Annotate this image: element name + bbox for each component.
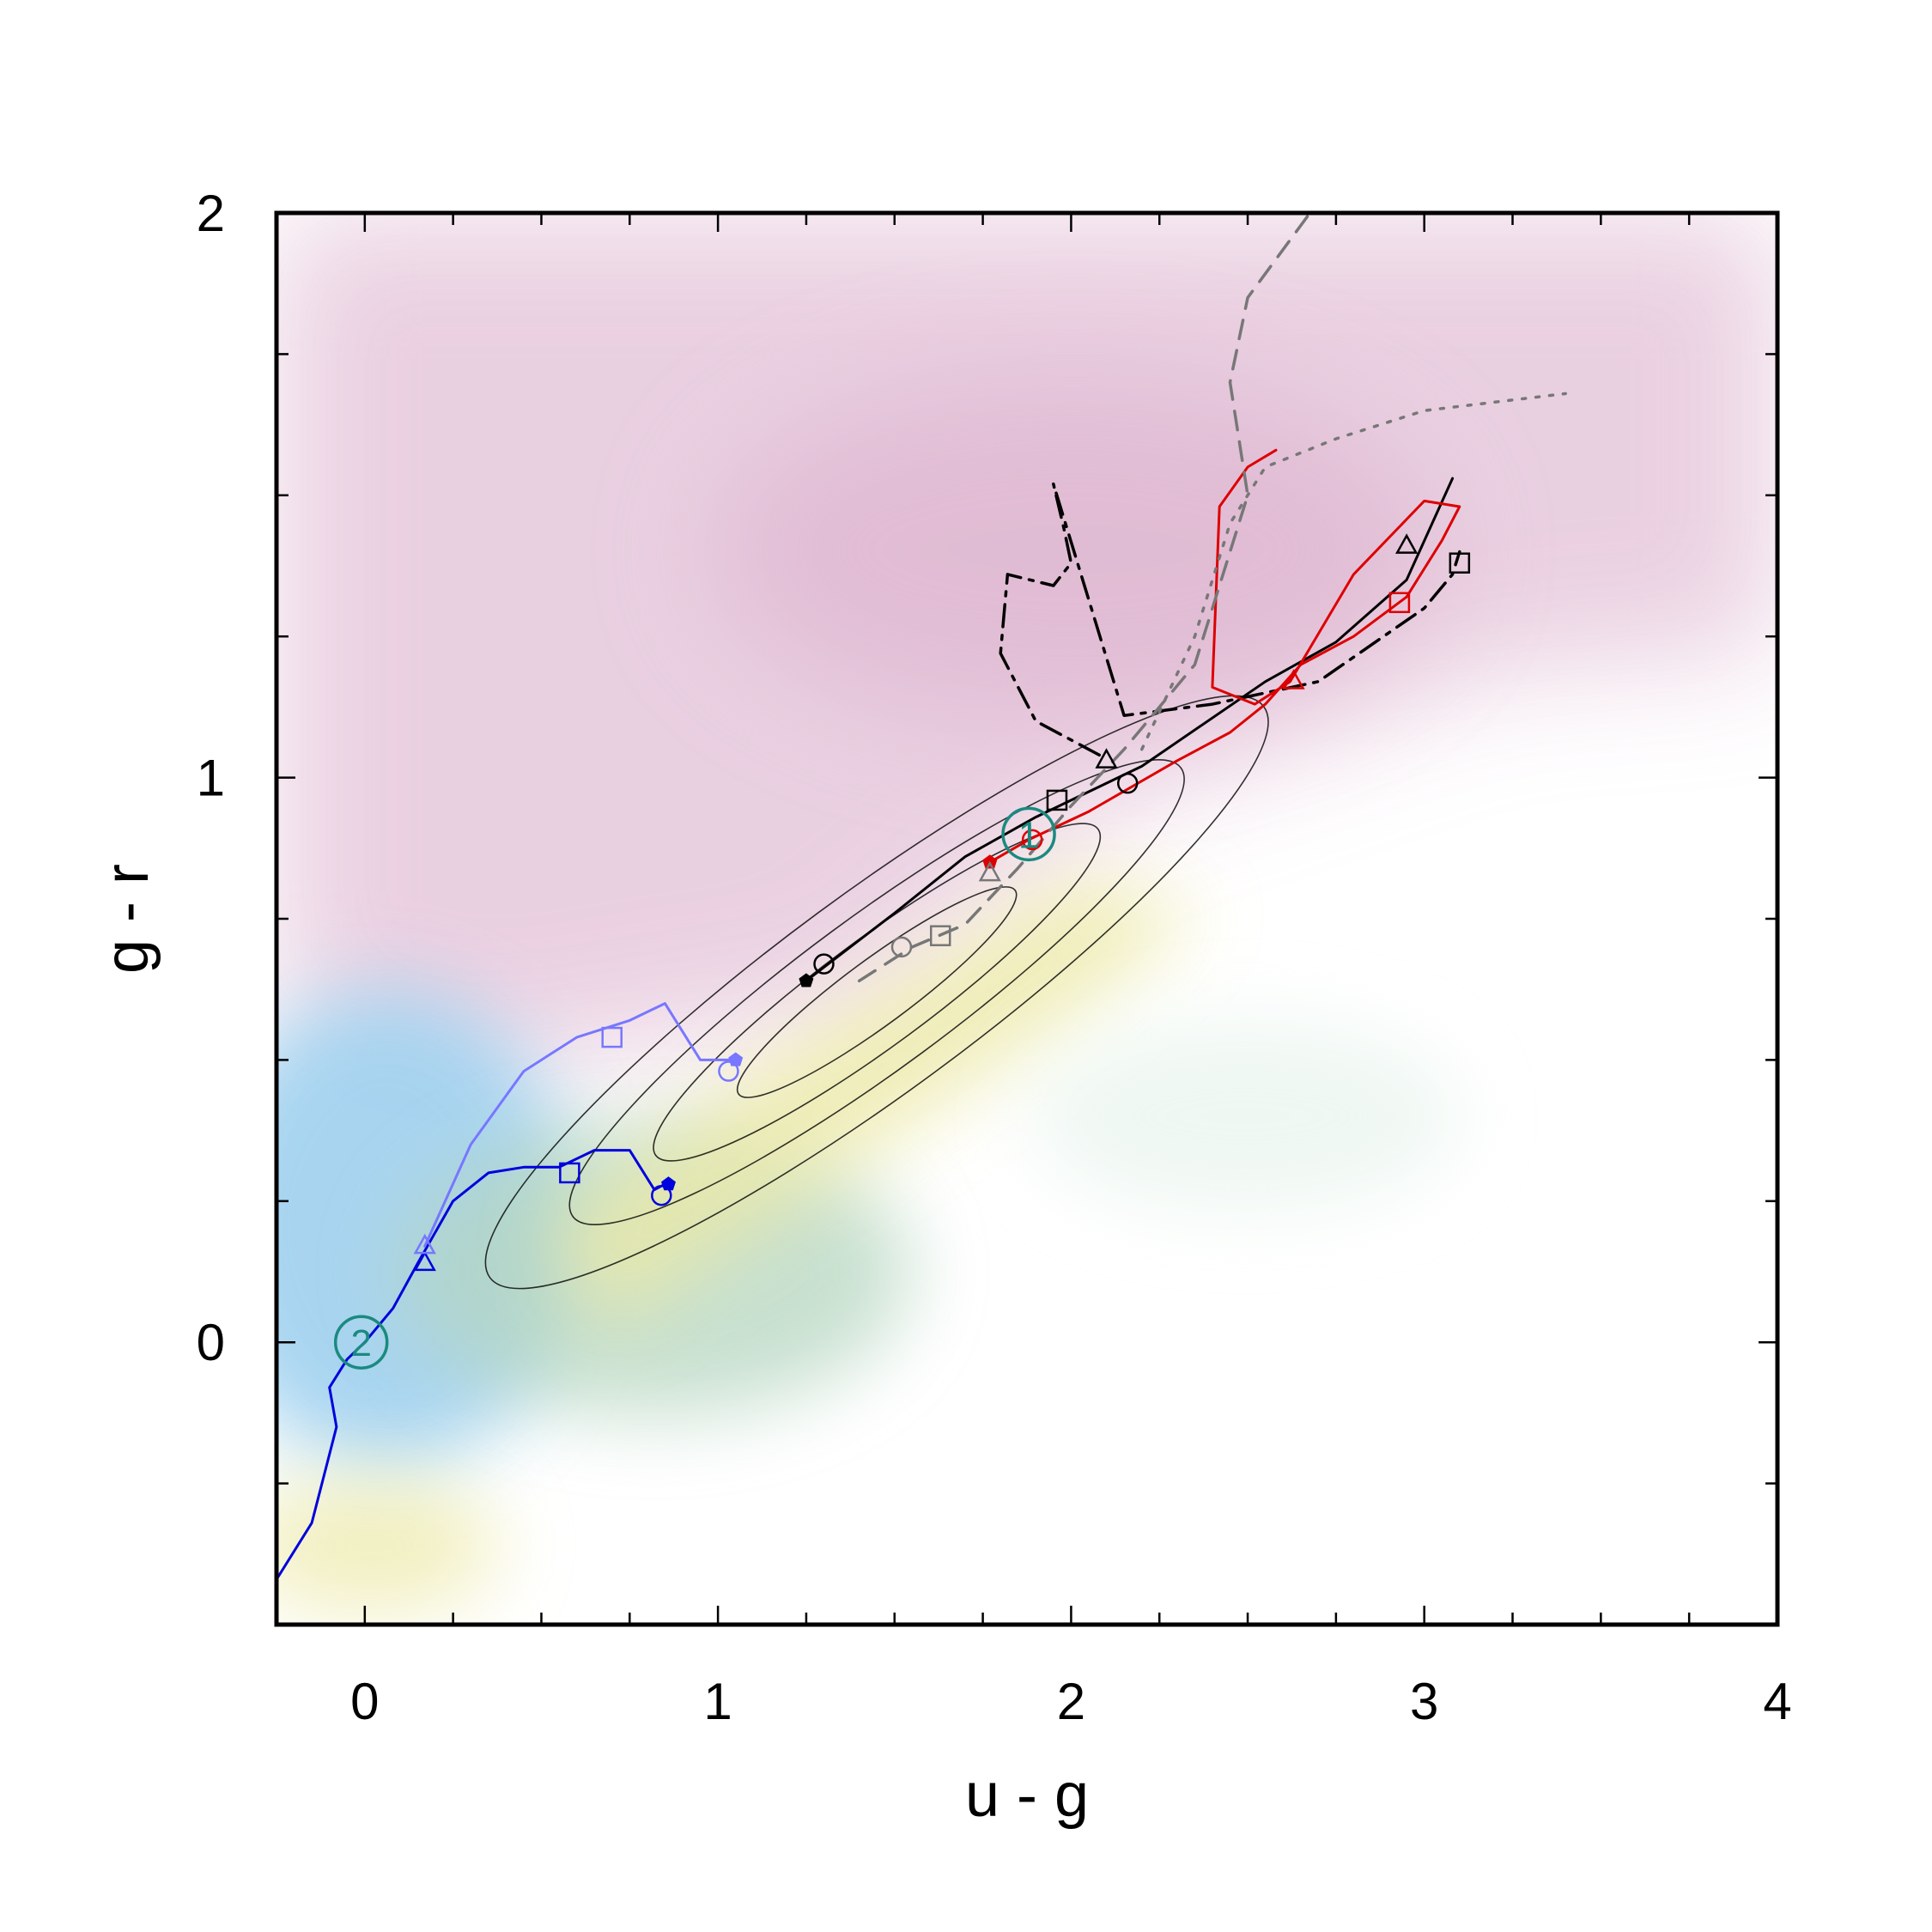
series-line-4: [999, 482, 1461, 757]
series-2-marker-3: [718, 1060, 739, 1082]
highlight-label-1: 1: [1018, 814, 1039, 856]
x-axis-label: u - g: [965, 1761, 1089, 1830]
series-6-marker-1: [890, 936, 913, 958]
y-tick-label: 1: [197, 750, 225, 807]
series-line-7: [1139, 392, 1567, 751]
series-6-marker-2: [929, 925, 951, 946]
series-1-marker-4: [661, 1176, 676, 1191]
series-3-marker-7: [1449, 552, 1471, 574]
series-1-marker-3: [651, 1184, 672, 1206]
y-tick-label: 2: [197, 185, 225, 242]
series-3-marker-2: [813, 953, 835, 975]
series-3-marker-5: [1116, 772, 1139, 794]
series-line-1: [276, 1149, 666, 1581]
series-5-marker-3: [1282, 669, 1305, 690]
y-tick-label: 0: [197, 1314, 225, 1371]
highlight-label-2: 2: [350, 1322, 371, 1364]
series-3-marker-4: [1095, 748, 1118, 769]
highlight-circle-1: [1001, 806, 1056, 862]
series-line-5: [988, 448, 1461, 864]
contour-level-4: [736, 886, 1018, 1098]
series-6-marker-3: [978, 860, 1001, 882]
series-layer: [276, 213, 1567, 1581]
series-2-marker-1: [413, 1233, 436, 1255]
series-5-marker-2: [1021, 829, 1043, 851]
axis-ticks: [276, 211, 1779, 1626]
x-tick-label: 0: [350, 1673, 379, 1730]
series-3-marker-6: [1395, 533, 1419, 554]
series-1-marker-2: [559, 1162, 580, 1184]
highlight-circle-2: [333, 1315, 389, 1370]
series-2-marker-4: [728, 1052, 744, 1066]
series-1-marker-1: [413, 1250, 436, 1272]
density-background: [276, 213, 1777, 1625]
y-axis-label: g - r: [93, 864, 161, 974]
bg-faint-region: [1030, 1022, 1460, 1211]
x-tick-label: 3: [1410, 1673, 1438, 1730]
bg-yellow-corner: [276, 1477, 498, 1614]
series-2-marker-2: [601, 1026, 623, 1048]
series-3-marker-3: [1046, 789, 1068, 811]
series-5-marker-4: [1388, 592, 1411, 613]
series-line-6: [857, 213, 1312, 983]
contour-level-2: [568, 759, 1185, 1225]
marker-layer: 12: [333, 533, 1471, 1370]
x-tick-label: 2: [1057, 1673, 1085, 1730]
x-tick-label: 4: [1763, 1673, 1791, 1730]
series-3-marker-1: [799, 973, 814, 987]
x-tick-label: 1: [703, 1673, 732, 1730]
bg-yellow-band: [550, 876, 1202, 1331]
series-line-3: [805, 477, 1455, 982]
